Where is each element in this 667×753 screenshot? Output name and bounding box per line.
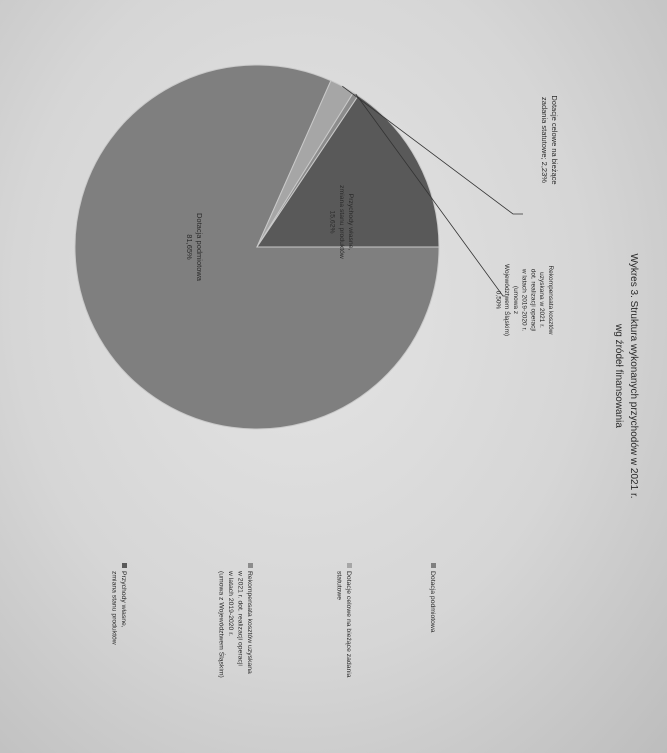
data-label: Przychody własne,zmiana stanu produktów1… (329, 185, 354, 259)
data-label: Dotacja podmiotowa81,65% (185, 213, 204, 282)
data-label: Dotacje celowe na bieżącezadania statuto… (540, 95, 559, 184)
leader-line (342, 85, 523, 215)
pie-slice (256, 95, 440, 248)
legend-entry: Rekompensata kosztów uzyskanaw 2021 r. d… (218, 570, 254, 678)
chart-title: Wykres 3. Struktura wykonanych przychodó… (628, 253, 639, 498)
legend-entry: Przychody własne,zmiana stanu produktów (111, 571, 128, 645)
leader-line (355, 93, 505, 297)
legend-entry: Dotacje celowe na bieżące zadaniastatuto… (336, 571, 353, 678)
legend-swatch (431, 563, 436, 568)
legend-swatch (347, 563, 352, 568)
legend-swatch (248, 563, 253, 568)
legend-swatch (122, 563, 127, 568)
chart-subtitle: wg źródeł finansowania (613, 323, 624, 428)
legend-entry: Dotacja podmiotowa (429, 571, 436, 633)
data-label: Rekompensata kosztówuzyskana w 2021 r.do… (494, 264, 554, 336)
